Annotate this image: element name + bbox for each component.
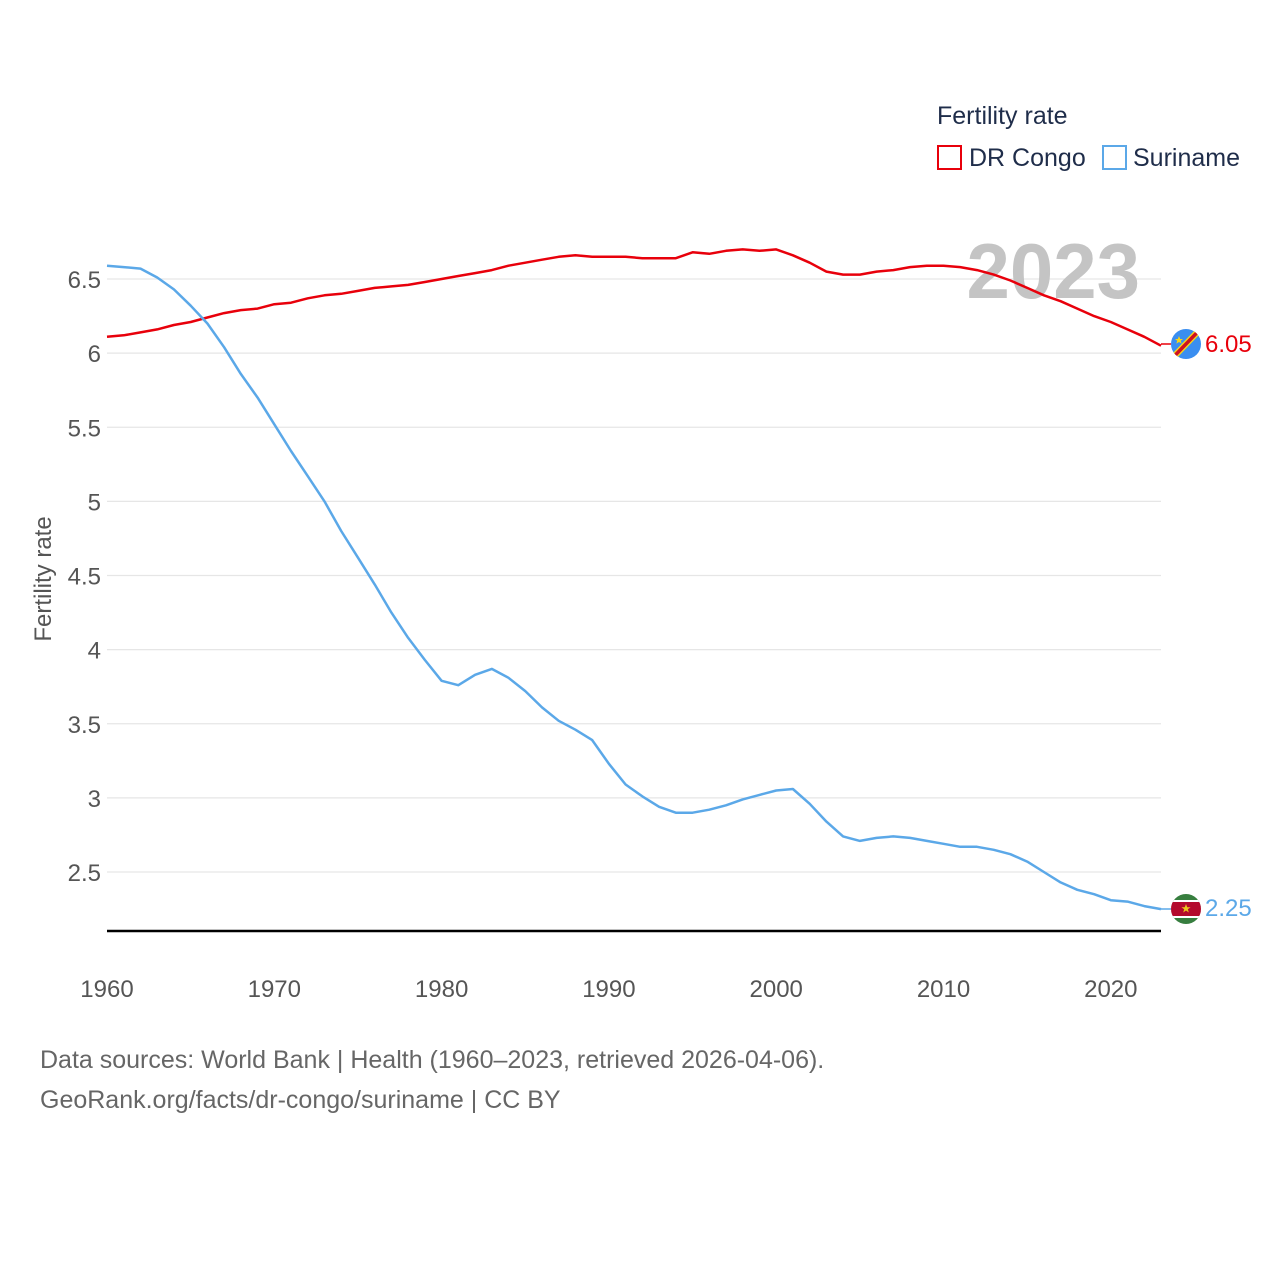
gridlines xyxy=(107,278,1161,873)
x-tick-label: 1960 xyxy=(80,976,133,1003)
dr-congo-series-line[interactable] xyxy=(106,248,1162,347)
legend-swatch-dr-congo[interactable] xyxy=(937,145,962,170)
source-notes: Data sources: World Bank | Health (1960–… xyxy=(40,1040,824,1120)
y-tick-label: 2.5 xyxy=(68,860,101,887)
legend: Fertility rate DR Congo Suriname xyxy=(937,102,1240,172)
legend-label-suriname[interactable]: Suriname xyxy=(1133,144,1240,172)
series-lines xyxy=(106,248,1162,911)
source-line-data: Data sources: World Bank | Health (1960–… xyxy=(40,1046,825,1074)
source-line-link[interactable]: GeoRank.org/facts/dr-congo/suriname | CC… xyxy=(40,1086,561,1114)
y-tick-labels: 2.5 3 3.5 4 4.5 5 5.5 6 6.5 xyxy=(68,267,101,887)
legend-label-dr-congo[interactable]: DR Congo xyxy=(969,144,1086,172)
y-tick-label: 5.5 xyxy=(68,415,101,442)
y-tick-label: 6 xyxy=(88,341,101,368)
y-tick-label: 4.5 xyxy=(68,564,101,591)
x-tick-label: 2000 xyxy=(750,976,803,1003)
x-tick-label: 2020 xyxy=(1084,976,1137,1003)
x-tick-label: 1970 xyxy=(248,976,301,1003)
x-tick-label: 2010 xyxy=(917,976,970,1003)
y-tick-label: 6.5 xyxy=(68,267,101,294)
legend-swatch-suriname[interactable] xyxy=(1102,145,1127,170)
y-tick-label: 5 xyxy=(88,489,101,516)
y-tick-label: 3.5 xyxy=(68,712,101,739)
end-markers: 6.05 2.25 xyxy=(1161,329,1252,924)
suriname-end-value: 2.25 xyxy=(1205,895,1252,922)
legend-title: Fertility rate xyxy=(937,102,1068,130)
y-tick-label: 3 xyxy=(88,786,101,813)
dr-congo-flag-icon xyxy=(1171,329,1201,359)
dr-congo-end-value: 6.05 xyxy=(1205,331,1252,358)
x-tick-label: 1990 xyxy=(582,976,635,1003)
x-tick-labels: 1960 1970 1980 1990 2000 2010 2020 xyxy=(80,976,1137,1003)
y-tick-label: 4 xyxy=(88,638,101,665)
suriname-flag-icon xyxy=(1171,894,1201,924)
suriname-series-line[interactable] xyxy=(106,264,1162,911)
x-tick-label: 1980 xyxy=(415,976,468,1003)
year-watermark: 2023 xyxy=(966,227,1140,315)
y-axis-title: Fertility rate xyxy=(30,516,57,641)
